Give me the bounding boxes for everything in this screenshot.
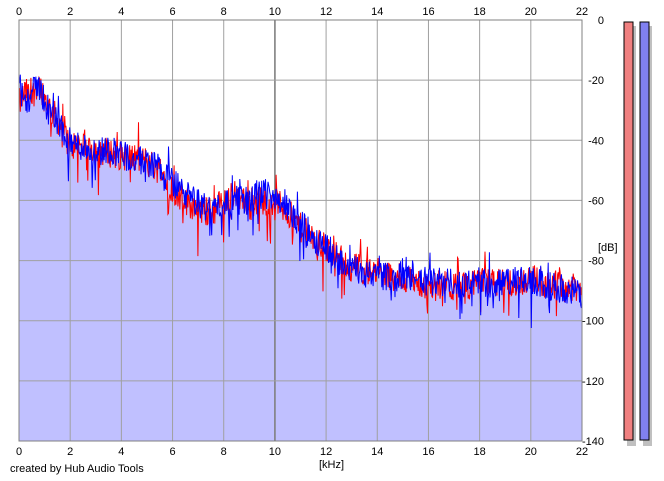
x-tick-label-top: 8	[221, 6, 227, 18]
x-tick-label-top: 20	[525, 6, 537, 18]
x-tick-label-top: 2	[67, 6, 73, 18]
series-line	[18, 75, 583, 317]
x-tick-label-bottom: 10	[269, 446, 281, 458]
x-tick-label-bottom: 20	[525, 446, 537, 458]
level-meters	[623, 21, 652, 446]
plot-frame	[18, 19, 583, 442]
x-tick-label-top: 10	[269, 6, 281, 18]
x-tick-label-bottom: 0	[16, 446, 22, 458]
x-tick-label-top: 18	[474, 6, 486, 18]
x-tick-label-bottom: 12	[320, 446, 332, 458]
axis-ticks: 002244668810101212141416161818202022220-…	[16, 6, 604, 458]
x-tick-label-bottom: 22	[576, 446, 588, 458]
left-level-meter	[623, 21, 634, 441]
x-tick-label-top: 0	[16, 6, 22, 18]
x-tick-label-bottom: 2	[67, 446, 73, 458]
x-tick-label-bottom: 18	[474, 446, 486, 458]
x-tick-label-top: 16	[422, 6, 434, 18]
y-tick-label: -20	[588, 75, 604, 87]
series-line	[18, 74, 583, 329]
x-tick-label-bottom: 14	[371, 446, 383, 458]
x-tick-label-top: 6	[169, 6, 175, 18]
y-tick-label: -140	[582, 436, 604, 448]
right-level-meter	[639, 21, 650, 441]
x-tick-label-bottom: 16	[422, 446, 434, 458]
y-tick-label: 0	[598, 15, 604, 27]
x-tick-label-top: 4	[118, 6, 124, 18]
x-tick-label-top: 14	[371, 6, 383, 18]
x-tick-label-top: 12	[320, 6, 332, 18]
y-tick-label: -120	[582, 376, 604, 388]
plot-area	[18, 19, 583, 442]
y-tick-label: -60	[588, 195, 604, 207]
x-tick-label-bottom: 8	[221, 446, 227, 458]
y-tick-label: -40	[588, 135, 604, 147]
x-tick-label-top: 22	[576, 6, 588, 18]
x-axis-label: [kHz]	[319, 459, 344, 471]
spectrum-fill	[19, 74, 582, 441]
x-tick-label-bottom: 6	[169, 446, 175, 458]
credit-text: created by Hub Audio Tools	[10, 463, 144, 475]
y-tick-label: -80	[588, 256, 604, 268]
y-axis-label: [dB]	[598, 242, 618, 254]
y-tick-label: -100	[582, 316, 604, 328]
x-tick-label-bottom: 4	[118, 446, 124, 458]
